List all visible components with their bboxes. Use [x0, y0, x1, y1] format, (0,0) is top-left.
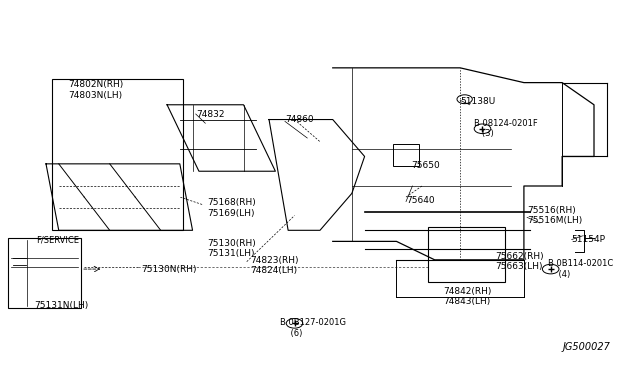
Text: 74823(RH)
74824(LH): 74823(RH) 74824(LH) [250, 256, 298, 275]
Text: 51138U: 51138U [460, 97, 495, 106]
Text: 74832: 74832 [196, 109, 224, 119]
Bar [428, 227, 505, 282]
Text: 75662(RH)
75663(LH): 75662(RH) 75663(LH) [495, 252, 544, 272]
Text: JG500027: JG500027 [562, 341, 610, 352]
Text: 51154P: 51154P [572, 235, 605, 244]
Text: 75130(RH)
75131(LH): 75130(RH) 75131(LH) [207, 239, 256, 259]
Text: B 08124-0201F
   (3): B 08124-0201F (3) [474, 119, 538, 138]
Bar [52, 79, 183, 230]
Text: 74842(RH)
74843(LH): 74842(RH) 74843(LH) [443, 287, 492, 307]
Text: 75640: 75640 [406, 196, 435, 205]
Text: B 0B127-0201G
    (6): B 0B127-0201G (6) [280, 318, 346, 338]
Text: 75650: 75650 [411, 161, 440, 170]
Text: 75130N(RH): 75130N(RH) [141, 264, 197, 273]
Text: 74802N(RH)
74803N(LH): 74802N(RH) 74803N(LH) [68, 80, 124, 100]
Text: 75168(RH)
75169(LH): 75168(RH) 75169(LH) [207, 198, 256, 218]
Text: 74860: 74860 [285, 115, 314, 124]
Text: B 0B114-0201C
    (4): B 0B114-0201C (4) [548, 259, 613, 279]
Text: F/SERVICE: F/SERVICE [36, 235, 79, 244]
Text: 75131N(LH): 75131N(LH) [35, 301, 89, 311]
Text: 75516(RH)
75516M(LH): 75516(RH) 75516M(LH) [527, 206, 582, 225]
Bar [8, 238, 81, 308]
Bar [394, 144, 419, 166]
